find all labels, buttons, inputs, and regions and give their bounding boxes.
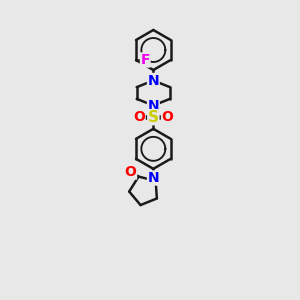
- Text: N: N: [148, 98, 159, 112]
- Text: N: N: [148, 171, 159, 185]
- Text: O: O: [133, 110, 145, 124]
- Text: F: F: [140, 53, 150, 67]
- Text: O: O: [125, 165, 136, 179]
- Text: O: O: [162, 110, 173, 124]
- Text: S: S: [148, 110, 159, 125]
- Text: N: N: [148, 74, 159, 88]
